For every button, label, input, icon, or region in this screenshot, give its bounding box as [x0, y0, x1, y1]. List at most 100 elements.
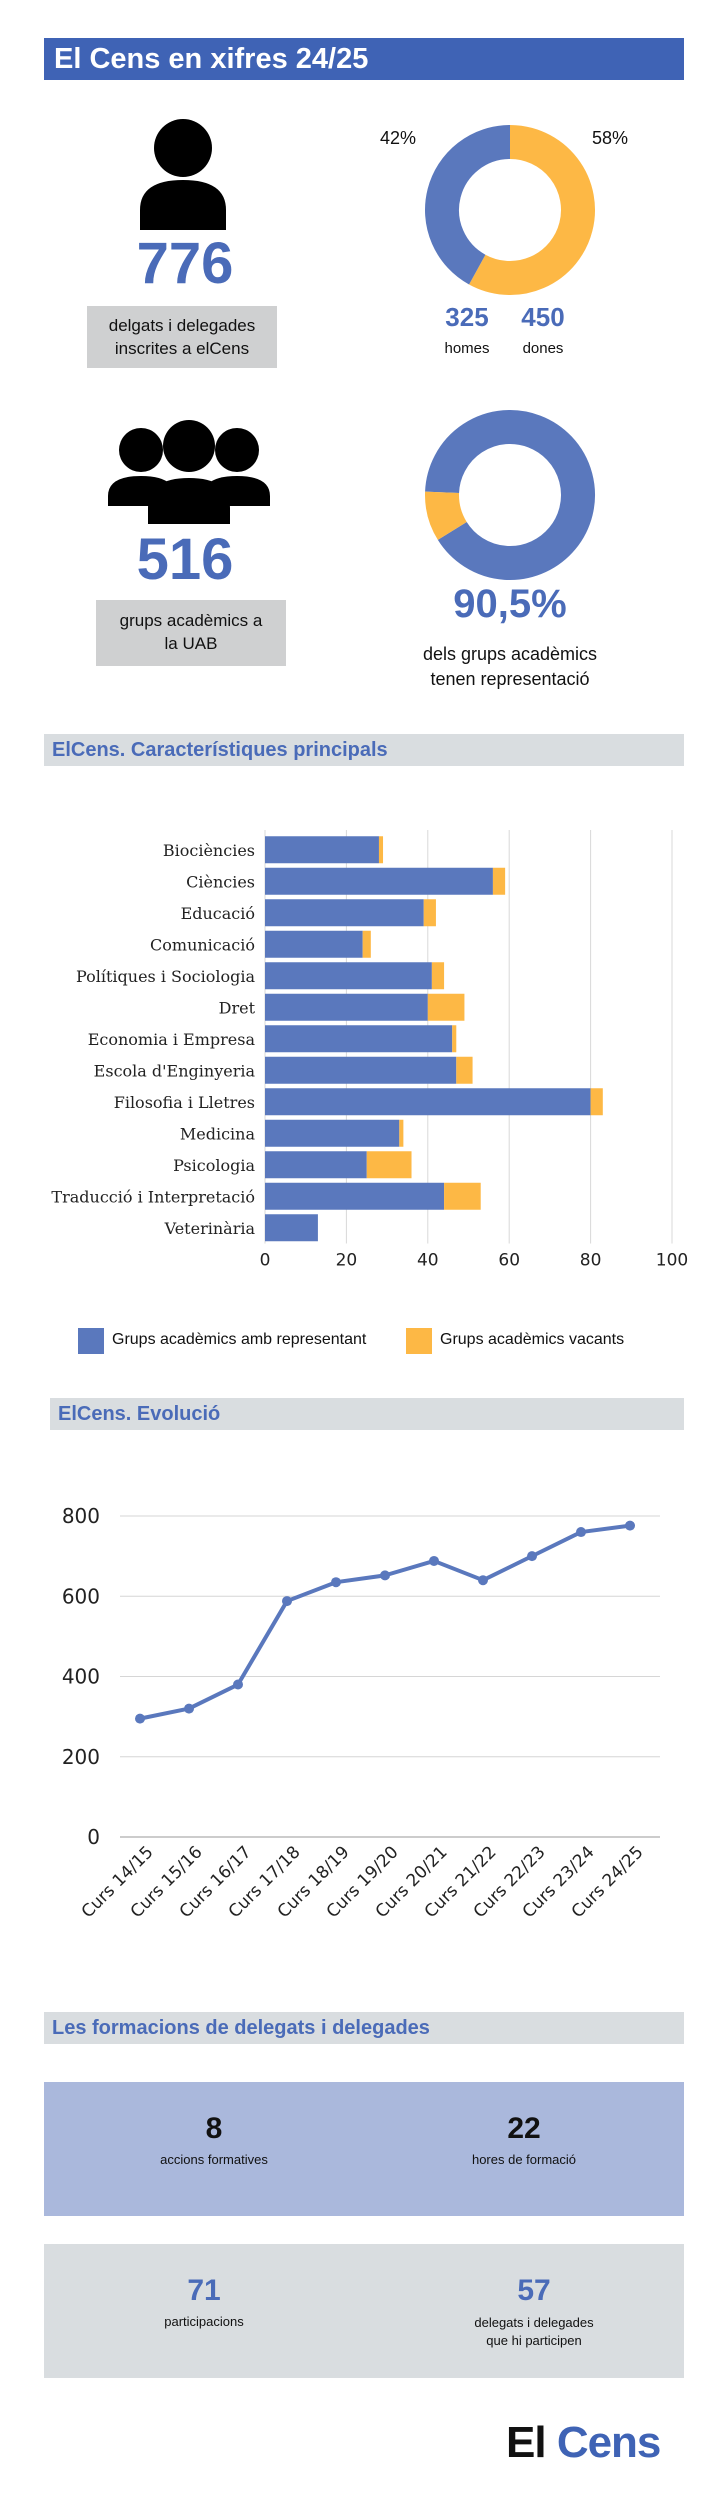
bar-category-label: Traducció i Interpretació	[51, 1187, 255, 1206]
elcens-logo: El Cens	[506, 2418, 661, 2468]
evolution-point	[625, 1520, 635, 1531]
bar-category-label: Psicologia	[173, 1156, 255, 1175]
participations-label: participacions	[164, 2314, 244, 2329]
representation-donut-chart	[425, 410, 595, 580]
line-y-tick-label: 800	[62, 1504, 100, 1528]
bar-vacant	[423, 899, 436, 927]
bar-x-tick-label: 60	[498, 1251, 520, 1271]
evolution-point	[576, 1527, 586, 1538]
groups-label: grups acadèmics a la UAB	[96, 600, 286, 666]
bar-vacant	[456, 1056, 473, 1084]
participations-value: 71	[187, 2274, 221, 2307]
bar-represented	[265, 1119, 400, 1147]
rep-donut-segment-0	[425, 410, 595, 580]
bar-represented	[265, 1056, 457, 1084]
bar-vacant	[399, 1119, 404, 1147]
bar-category-label: Economia i Empresa	[88, 1030, 256, 1049]
bar-represented	[265, 899, 424, 927]
evolution-point	[184, 1703, 194, 1714]
bar-x-tick-label: 20	[336, 1251, 358, 1271]
bar-vacant	[427, 993, 465, 1021]
bar-vacant	[378, 836, 384, 864]
bar-vacant	[362, 930, 371, 958]
hours-value: 22	[507, 2112, 541, 2145]
actions-value: 8	[205, 2112, 223, 2145]
line-y-tick-label: 200	[62, 1745, 100, 1769]
bar-represented	[265, 962, 432, 990]
page-title: El Cens en xifres 24/25	[44, 38, 684, 80]
rep-donut-segment-1	[425, 491, 468, 540]
groups-label-line2: la UAB	[164, 634, 218, 653]
men-percent: 42%	[380, 128, 417, 148]
bar-category-label: Medicina	[180, 1124, 256, 1143]
evolution-point	[527, 1551, 537, 1562]
bar-represented	[265, 1182, 445, 1210]
bar-represented	[265, 836, 379, 864]
bar-category-label: Dret	[219, 998, 256, 1017]
evolution-point	[331, 1577, 341, 1588]
bar-category-label: Filosofia i Lletres	[114, 1093, 255, 1112]
delegates-participating-label-line2: que hi participen	[486, 2333, 582, 2348]
person-icon	[140, 119, 226, 230]
line-y-tick-label: 0	[87, 1825, 100, 1849]
bar-represented	[265, 1088, 591, 1116]
actions-stat: 8 accions formatives	[104, 2112, 324, 2167]
men-count: 325	[445, 302, 489, 332]
faculties-bar-chart: 0 20 40 60 80 100 Biociències Ciències Educació C…	[51, 830, 688, 1271]
representation-label-line1: dels grups acadèmics	[422, 644, 598, 664]
groups-label-line1: grups acadèmics a	[119, 611, 263, 630]
training-card-top: 8 accions formatives 22 hores de formaci…	[44, 2082, 684, 2216]
women-label: dones	[522, 340, 564, 357]
bar-represented	[265, 993, 428, 1021]
women-percent: 58%	[592, 128, 629, 148]
participations-stat: 71 participacions	[114, 2274, 294, 2329]
women-count: 450	[521, 302, 565, 332]
bar-represented	[265, 1151, 367, 1179]
representation-label: dels grups acadèmics tenen representació	[380, 642, 640, 692]
bar-vacant	[366, 1151, 412, 1179]
training-card-bottom: 71 participacions 57 delegats i delegade…	[44, 2244, 684, 2378]
bar-category-label: Comunicació	[150, 935, 255, 954]
group-icon	[108, 420, 270, 524]
evolution-point	[429, 1555, 439, 1566]
evolution-point	[380, 1570, 390, 1581]
section-header-training: Les formacions de delegats i delegades	[44, 2012, 684, 2044]
line-y-tick-label: 600	[62, 1584, 100, 1608]
bar-represented	[265, 867, 493, 895]
legend-label-vacant: Grups acadèmics vacants	[440, 1331, 625, 1348]
evolution-point	[478, 1575, 488, 1586]
hours-stat: 22 hores de formació	[414, 2112, 634, 2167]
evolution-line	[139, 1523, 631, 1721]
bar-x-tick-label: 100	[656, 1251, 688, 1271]
bar-vacant	[492, 867, 506, 895]
bar-represented	[265, 930, 363, 958]
gender-donut-segment-0	[469, 125, 595, 295]
gender-donut-segment-1	[425, 125, 511, 285]
legend-swatch-vacant	[406, 1328, 432, 1354]
legend-label-represented: Grups acadèmics amb representant	[112, 1331, 367, 1348]
delegates-label-line1: delgats i delegades	[108, 316, 256, 335]
evolution-point	[233, 1679, 243, 1690]
bar-vacant	[452, 1025, 457, 1053]
hours-label: hores de formació	[471, 2152, 577, 2167]
delegates-participating-value: 57	[517, 2274, 551, 2307]
delegates-participating-stat: 57 delegats i delegades que hi participe…	[424, 2274, 644, 2350]
delegates-count: 776	[136, 231, 234, 296]
delegates-participating-label-line1: delegats i delegades	[474, 2315, 594, 2330]
bar-category-label: Educació	[181, 904, 255, 923]
delegates-label: delgats i delegades inscrites a elCens	[87, 306, 277, 368]
bar-category-label: Veterinària	[164, 1219, 256, 1238]
bar-x-tick-label: 80	[580, 1251, 602, 1271]
logo-text-el: El	[506, 2418, 547, 2467]
men-label: homes	[444, 340, 490, 357]
line-y-tick-label: 400	[62, 1665, 100, 1689]
bar-x-tick-label: 40	[417, 1251, 439, 1271]
bar-category-label: Polítiques i Sociologia	[76, 967, 255, 986]
section-header-characteristics: ElCens. Característiques principals	[44, 734, 684, 766]
delegates-label-line2: inscrites a elCens	[114, 339, 250, 358]
bar-vacant	[444, 1182, 481, 1210]
evolution-point	[282, 1596, 292, 1607]
gender-donut-chart	[425, 125, 595, 295]
section-header-evolution: ElCens. Evolució	[50, 1398, 684, 1430]
representation-percent: 90,5%	[453, 582, 567, 626]
